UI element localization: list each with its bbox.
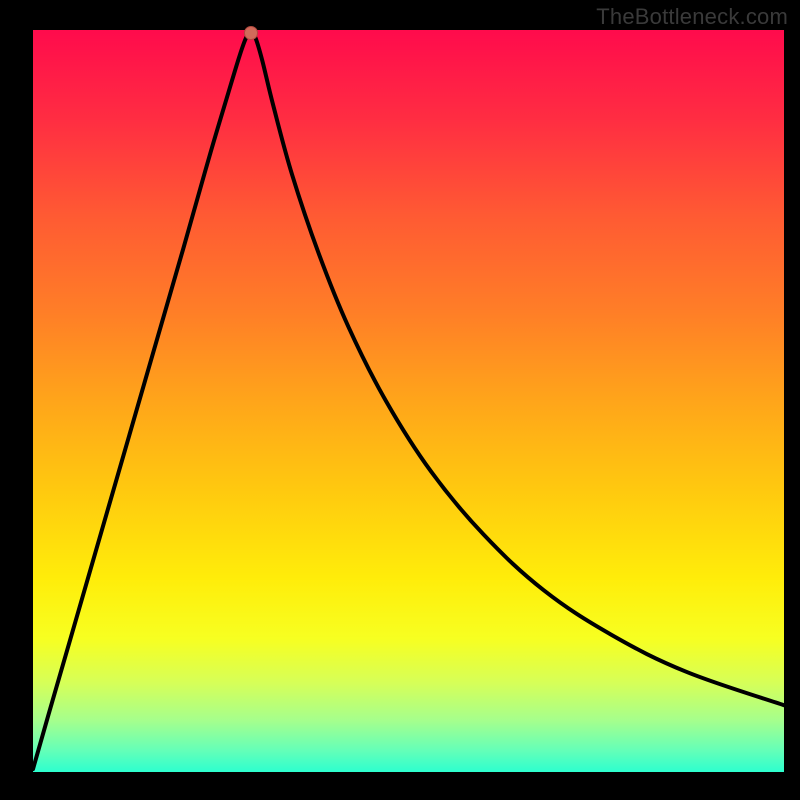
chart-frame: TheBottleneck.com xyxy=(0,0,800,800)
watermark-text: TheBottleneck.com xyxy=(596,4,788,30)
curve-path xyxy=(33,33,784,769)
bottleneck-curve xyxy=(33,30,784,772)
optimum-marker xyxy=(244,26,258,40)
plot-area xyxy=(33,30,784,772)
